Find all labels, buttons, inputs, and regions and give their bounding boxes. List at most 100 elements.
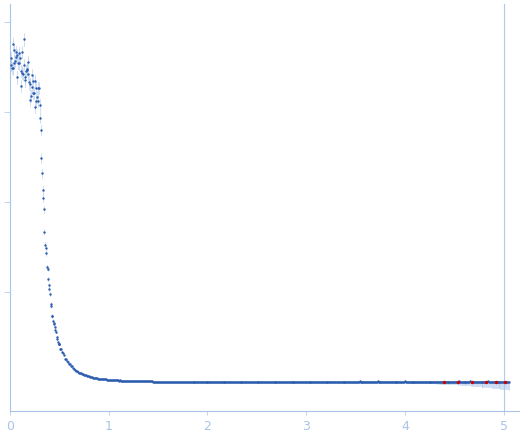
Point: [9, 46, 18, 53]
Point: [444, 378, 452, 385]
Point: [133, 378, 142, 385]
Point: [25, 79, 33, 86]
Point: [101, 376, 109, 383]
Point: [63, 358, 71, 365]
Point: [288, 378, 297, 385]
Point: [243, 378, 252, 385]
Point: [21, 73, 30, 80]
Point: [122, 377, 130, 384]
Point: [29, 89, 37, 96]
Point: [244, 378, 252, 385]
Point: [231, 378, 239, 385]
Point: [470, 378, 478, 385]
Point: [266, 378, 274, 385]
Point: [493, 378, 501, 385]
Point: [65, 361, 73, 368]
Point: [483, 378, 492, 385]
Point: [130, 378, 138, 385]
Point: [239, 378, 247, 385]
Point: [194, 378, 202, 385]
Point: [400, 378, 408, 385]
Point: [31, 103, 39, 110]
Point: [30, 77, 39, 84]
Point: [410, 378, 418, 385]
Point: [306, 378, 315, 385]
Point: [215, 378, 224, 385]
Point: [498, 378, 506, 385]
Point: [233, 378, 242, 385]
Point: [404, 378, 412, 385]
Point: [449, 378, 458, 385]
Point: [308, 378, 316, 385]
Point: [167, 378, 176, 385]
Point: [419, 378, 428, 385]
Point: [394, 378, 403, 385]
Point: [53, 336, 62, 343]
Point: [467, 378, 475, 385]
Point: [321, 378, 329, 385]
Point: [41, 242, 49, 249]
Point: [311, 378, 320, 385]
Point: [83, 372, 91, 379]
Point: [178, 378, 187, 385]
Point: [55, 341, 63, 348]
Point: [170, 378, 179, 385]
Point: [172, 378, 180, 385]
Point: [423, 378, 431, 385]
Point: [501, 378, 509, 385]
Point: [16, 83, 25, 90]
Point: [494, 378, 503, 385]
Point: [339, 378, 348, 385]
Point: [281, 378, 289, 385]
Point: [29, 77, 38, 84]
Point: [199, 378, 208, 385]
Point: [66, 361, 74, 368]
Point: [248, 378, 257, 385]
Point: [416, 378, 424, 385]
Point: [345, 378, 354, 385]
Point: [332, 378, 340, 385]
Point: [451, 378, 459, 385]
Point: [393, 378, 402, 385]
Point: [302, 378, 311, 385]
Point: [161, 378, 169, 385]
Point: [417, 378, 425, 385]
Point: [396, 378, 404, 385]
Point: [361, 378, 369, 385]
Point: [481, 378, 490, 385]
Point: [173, 378, 181, 385]
Point: [242, 378, 251, 385]
Point: [338, 378, 347, 385]
Point: [234, 378, 243, 385]
Point: [68, 363, 76, 370]
Point: [45, 285, 53, 292]
Point: [93, 375, 101, 382]
Point: [151, 378, 159, 385]
Point: [346, 378, 355, 385]
Point: [317, 378, 326, 385]
Point: [366, 378, 374, 385]
Point: [128, 378, 136, 385]
Point: [450, 378, 458, 385]
Point: [133, 378, 141, 385]
Point: [274, 378, 282, 385]
Point: [351, 378, 359, 385]
Point: [405, 378, 413, 385]
Point: [48, 312, 56, 319]
Point: [355, 378, 363, 385]
Point: [108, 376, 116, 383]
Point: [424, 378, 432, 385]
Point: [218, 378, 226, 385]
Point: [71, 366, 79, 373]
Point: [495, 378, 504, 385]
Point: [285, 378, 293, 385]
Point: [444, 378, 452, 385]
Point: [50, 321, 58, 328]
Point: [141, 378, 149, 385]
Point: [174, 378, 182, 385]
Point: [64, 359, 72, 366]
Point: [189, 378, 198, 385]
Point: [134, 378, 143, 385]
Point: [336, 378, 345, 385]
Point: [456, 378, 464, 385]
